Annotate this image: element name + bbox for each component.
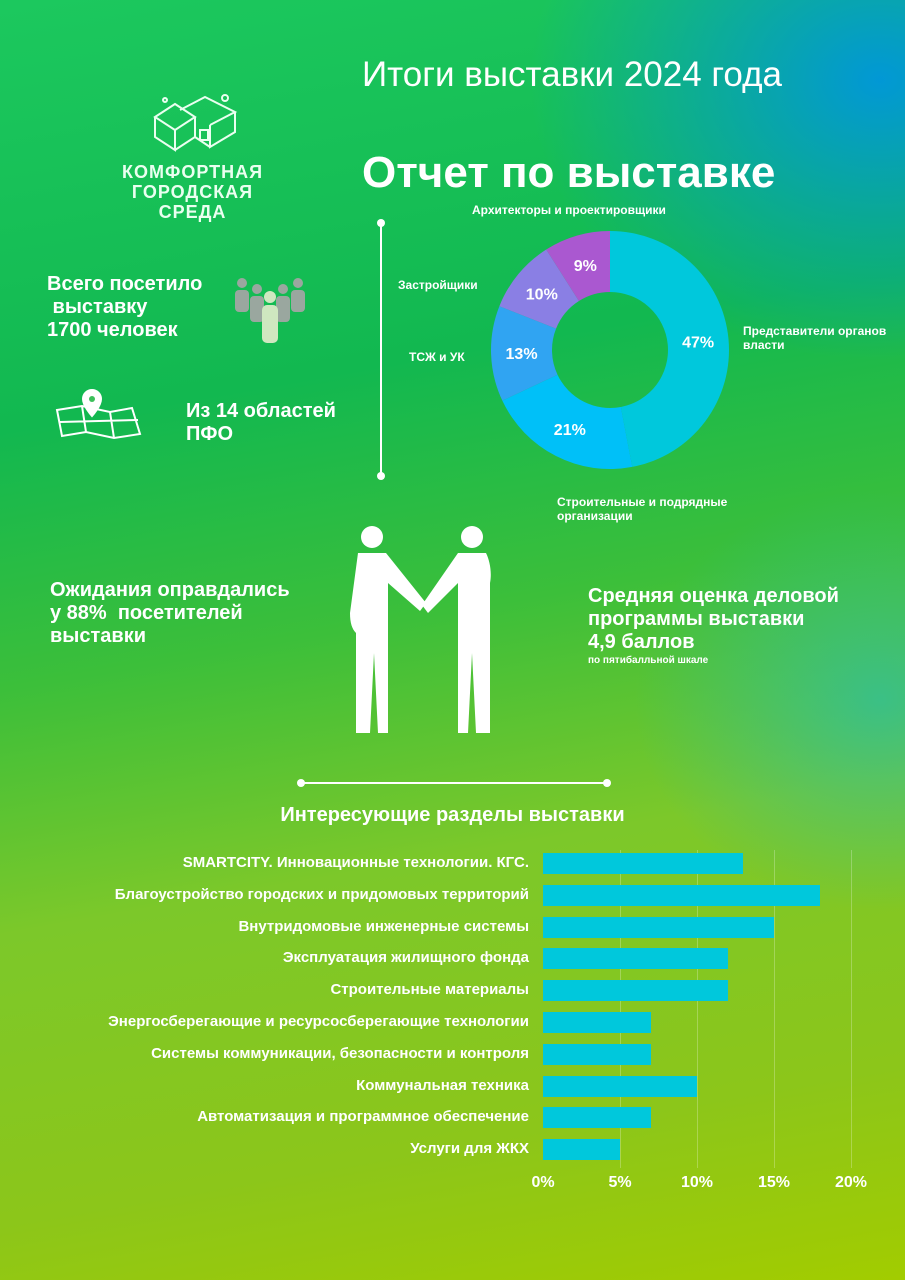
x-tick-label: 0% (531, 1174, 555, 1191)
bar (543, 1012, 651, 1033)
pie-label-architects: Архитекторы и проектировщики (472, 203, 666, 217)
bar-category-label: Благоустройство городских и придомовых т… (114, 885, 529, 903)
donut-value-label: 47% (682, 335, 714, 352)
visitors-line: выставку (47, 296, 148, 318)
map-pin-icon (55, 388, 142, 440)
pie-label-developers: Застройщики (398, 278, 478, 292)
rating-stat: Средняя оценка деловой программы выставк… (588, 585, 839, 668)
rating-line: Средняя оценка деловой (588, 585, 839, 607)
rating-line: 4,9 баллов (588, 631, 695, 653)
bar-category-label: Коммунальная техника (356, 1076, 529, 1094)
grid-line (620, 850, 621, 1168)
expectations-stat: Ожидания оправдались у 88% посетителей в… (50, 579, 290, 648)
donut-value-label: 13% (506, 346, 538, 363)
bar-category-label: Эксплуатация жилищного фонда (282, 949, 529, 967)
pie-label-contractors: Строительные и подрядные организации (557, 495, 728, 523)
donut-slice (546, 231, 610, 302)
bar-category-label: Строительные материалы (330, 981, 529, 999)
logo-line-2: ГОРОДСКАЯ СРЕДА (131, 182, 254, 222)
bar (543, 916, 774, 938)
x-tick-label: 15% (757, 1174, 791, 1191)
bar (543, 1139, 620, 1161)
rating-line: программы выставки (588, 608, 805, 630)
bar-category-label: Внутридомовые инженерные системы (238, 917, 529, 935)
bar-category-label: SMARTCITY. Инновационные технологии. КГС… (182, 854, 529, 871)
bar (543, 853, 744, 874)
bar-category-label: Автоматизация и программное обеспечение (197, 1108, 529, 1126)
divider-horizontal (297, 779, 611, 787)
rating-note: по пятибалльной шкале (588, 655, 709, 666)
x-tick-label: 20% (834, 1174, 868, 1191)
bar-category-label: Услуги для ЖКХ (410, 1140, 529, 1158)
grid-line (697, 850, 698, 1168)
main-title: Итоги выставки 2024 года (362, 55, 782, 94)
bar (543, 948, 728, 970)
logo-text: КОМФОРТНАЯ ГОРОДСКАЯ СРЕДА (95, 162, 290, 222)
expectations-line: выставки (50, 625, 147, 647)
bar (543, 980, 728, 1002)
expectations-line: у 88% посетителей (50, 602, 243, 624)
donut-slice (490, 306, 558, 401)
bar (543, 1075, 697, 1097)
donut-slice (499, 249, 579, 329)
bar-chart-title: Интересующие разделы выставки (280, 804, 625, 826)
regions-stat: Из 14 областей ПФО (186, 400, 336, 446)
visitors-line: 1700 человек (47, 319, 178, 341)
donut-value-label: 21% (554, 422, 586, 439)
grid-line (774, 850, 775, 1168)
visitors-stat: Всего посетило выставку 1700 человек (47, 273, 202, 342)
regions-line: Из 14 областей (186, 400, 336, 422)
donut-value-label: 9% (574, 258, 597, 275)
x-tick-label: 5% (608, 1174, 632, 1191)
donut-value-label: 10% (526, 287, 558, 304)
bar (543, 1043, 651, 1065)
pie-label-authorities: Представители органов власти (743, 324, 887, 352)
handshake-icon (350, 526, 491, 733)
regions-line: ПФО (186, 423, 234, 445)
bar-category-label: Энергосберегающие и ресурсосберегающие т… (108, 1013, 529, 1030)
logo-house-icon (153, 94, 238, 152)
grid-line (851, 850, 852, 1168)
bar (543, 884, 821, 906)
logo-line-1: КОМФОРТНАЯ (121, 162, 264, 182)
donut-slice (610, 231, 730, 467)
people-icon (235, 278, 305, 343)
x-tick-label: 10% (680, 1174, 714, 1191)
report-title: Отчет по выставке (362, 148, 776, 197)
expectations-line: Ожидания оправдались (50, 579, 290, 601)
donut-slice (502, 374, 633, 469)
pie-label-hoa: ТСЖ и УК (409, 350, 465, 364)
bar (543, 1107, 651, 1129)
visitors-line: Всего посетило (47, 273, 203, 295)
bar-category-label: Системы коммуникации, безопасности и кон… (151, 1044, 529, 1062)
divider-vertical (377, 219, 385, 480)
